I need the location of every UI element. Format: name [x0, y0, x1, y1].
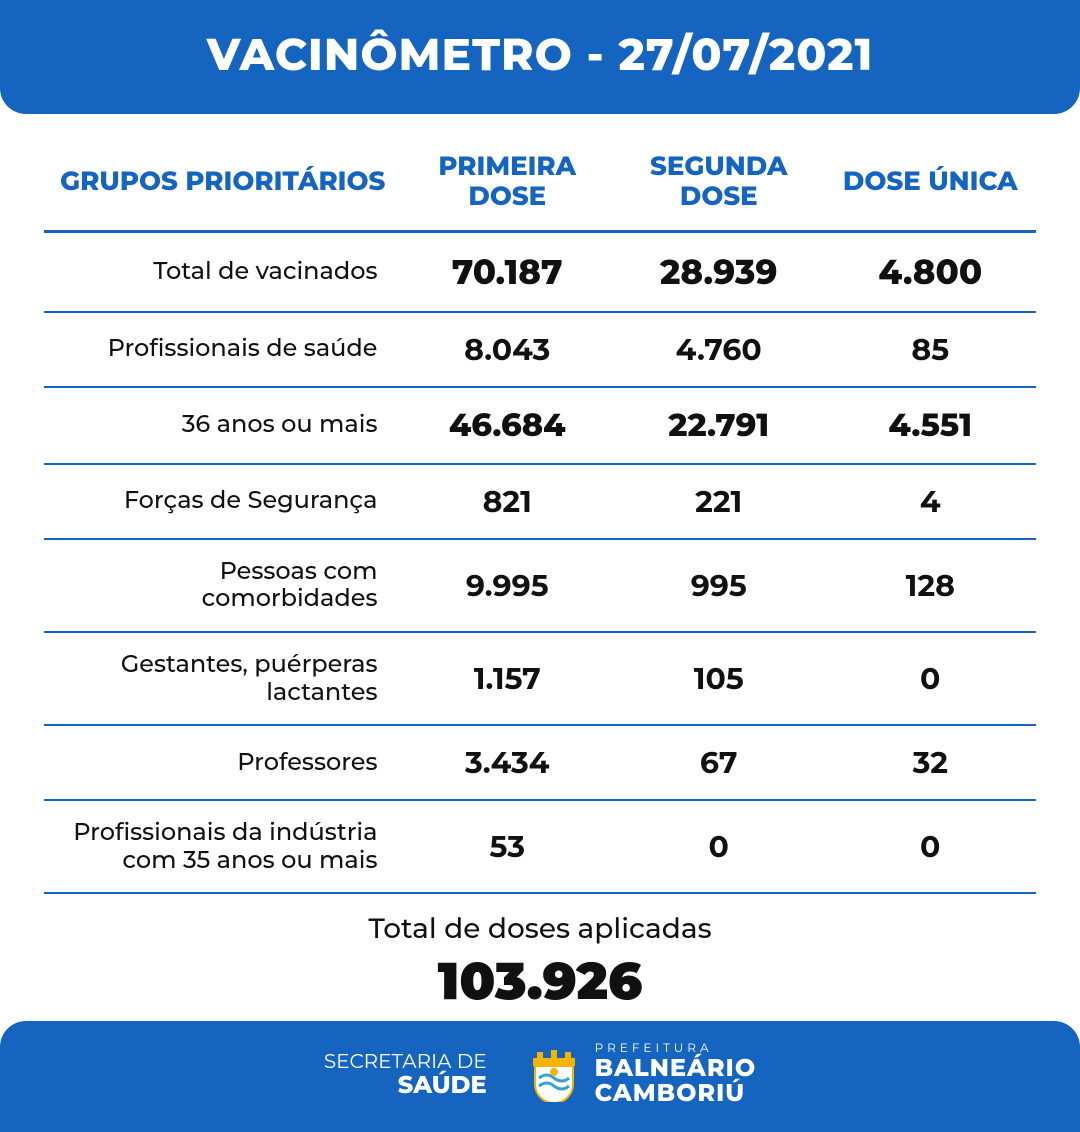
page-title: VACINÔMETRO - 27/07/2021: [207, 28, 874, 82]
col-dose1: PRIMEIRA DOSE: [401, 138, 613, 231]
city-crest-icon: [527, 1048, 581, 1102]
col-groups: GRUPOS PRIORITÁRIOS: [44, 138, 401, 231]
row-label: Total de vacinados: [44, 231, 401, 312]
table-row: Profissionais da indústria com 35 anos o…: [44, 800, 1036, 893]
row-dose2: 221: [613, 464, 825, 539]
table-row: Profissionais de saúde8.0434.76085: [44, 312, 1036, 387]
secretaria-block: SECRETARIA DE SAÚDE: [324, 1051, 487, 1099]
row-dose1: 8.043: [401, 312, 613, 387]
row-dose-unica: 0: [824, 632, 1036, 725]
row-dose1: 46.684: [401, 387, 613, 464]
table-row: Professores3.4346732: [44, 725, 1036, 800]
row-dose1: 1.157: [401, 632, 613, 725]
row-dose-unica: 128: [824, 539, 1036, 632]
row-dose-unica: 4.551: [824, 387, 1036, 464]
row-label: Pessoas com comorbidades: [44, 539, 401, 632]
row-label: Profissionais da indústria com 35 anos o…: [44, 800, 401, 893]
row-dose1: 9.995: [401, 539, 613, 632]
table-row: Forças de Segurança8212214: [44, 464, 1036, 539]
row-label: Professores: [44, 725, 401, 800]
totals-caption: Total de doses aplicadas: [44, 912, 1036, 946]
row-label: Profissionais de saúde: [44, 312, 401, 387]
brand-text: PREFEITURA BALNEÁRIO CAMBORIÚ: [595, 1043, 757, 1106]
row-label: 36 anos ou mais: [44, 387, 401, 464]
row-dose2: 105: [613, 632, 825, 725]
table-row: Gestantes, puérperas lactantes1.1571050: [44, 632, 1036, 725]
row-label: Gestantes, puérperas lactantes: [44, 632, 401, 725]
table-row: Pessoas com comorbidades9.995995128: [44, 539, 1036, 632]
table-row: 36 anos ou mais46.68422.7914.551: [44, 387, 1036, 464]
content-area: GRUPOS PRIORITÁRIOS PRIMEIRA DOSE SEGUND…: [0, 114, 1080, 1021]
vaccination-table: GRUPOS PRIORITÁRIOS PRIMEIRA DOSE SEGUND…: [44, 138, 1036, 894]
totals-value: 103.926: [44, 950, 1036, 1013]
row-dose2: 995: [613, 539, 825, 632]
brand-line2: BALNEÁRIO: [595, 1056, 757, 1081]
brand-block: PREFEITURA BALNEÁRIO CAMBORIÚ: [527, 1043, 757, 1106]
row-dose1: 70.187: [401, 231, 613, 312]
row-dose2: 4.760: [613, 312, 825, 387]
row-dose1: 3.434: [401, 725, 613, 800]
brand-line3: CAMBORIÚ: [595, 1081, 757, 1106]
row-dose1: 821: [401, 464, 613, 539]
col-dose2: SEGUNDA DOSE: [613, 138, 825, 231]
table-header-row: GRUPOS PRIORITÁRIOS PRIMEIRA DOSE SEGUND…: [44, 138, 1036, 231]
footer-bar: SECRETARIA DE SAÚDE PREFEITURA BALNEÁRIO…: [0, 1021, 1080, 1132]
row-dose-unica: 4: [824, 464, 1036, 539]
row-dose1: 53: [401, 800, 613, 893]
secretaria-line1: SECRETARIA DE: [324, 1051, 487, 1073]
row-dose-unica: 4.800: [824, 231, 1036, 312]
row-dose2: 22.791: [613, 387, 825, 464]
row-label: Forças de Segurança: [44, 464, 401, 539]
row-dose2: 0: [613, 800, 825, 893]
table-row: Total de vacinados70.18728.9394.800: [44, 231, 1036, 312]
totals-block: Total de doses aplicadas 103.926: [44, 912, 1036, 1013]
header-bar: VACINÔMETRO - 27/07/2021: [0, 0, 1080, 114]
secretaria-line2: SAÚDE: [324, 1073, 487, 1099]
row-dose2: 67: [613, 725, 825, 800]
row-dose-unica: 32: [824, 725, 1036, 800]
row-dose2: 28.939: [613, 231, 825, 312]
row-dose-unica: 0: [824, 800, 1036, 893]
col-dose-unica: DOSE ÚNICA: [824, 138, 1036, 231]
row-dose-unica: 85: [824, 312, 1036, 387]
